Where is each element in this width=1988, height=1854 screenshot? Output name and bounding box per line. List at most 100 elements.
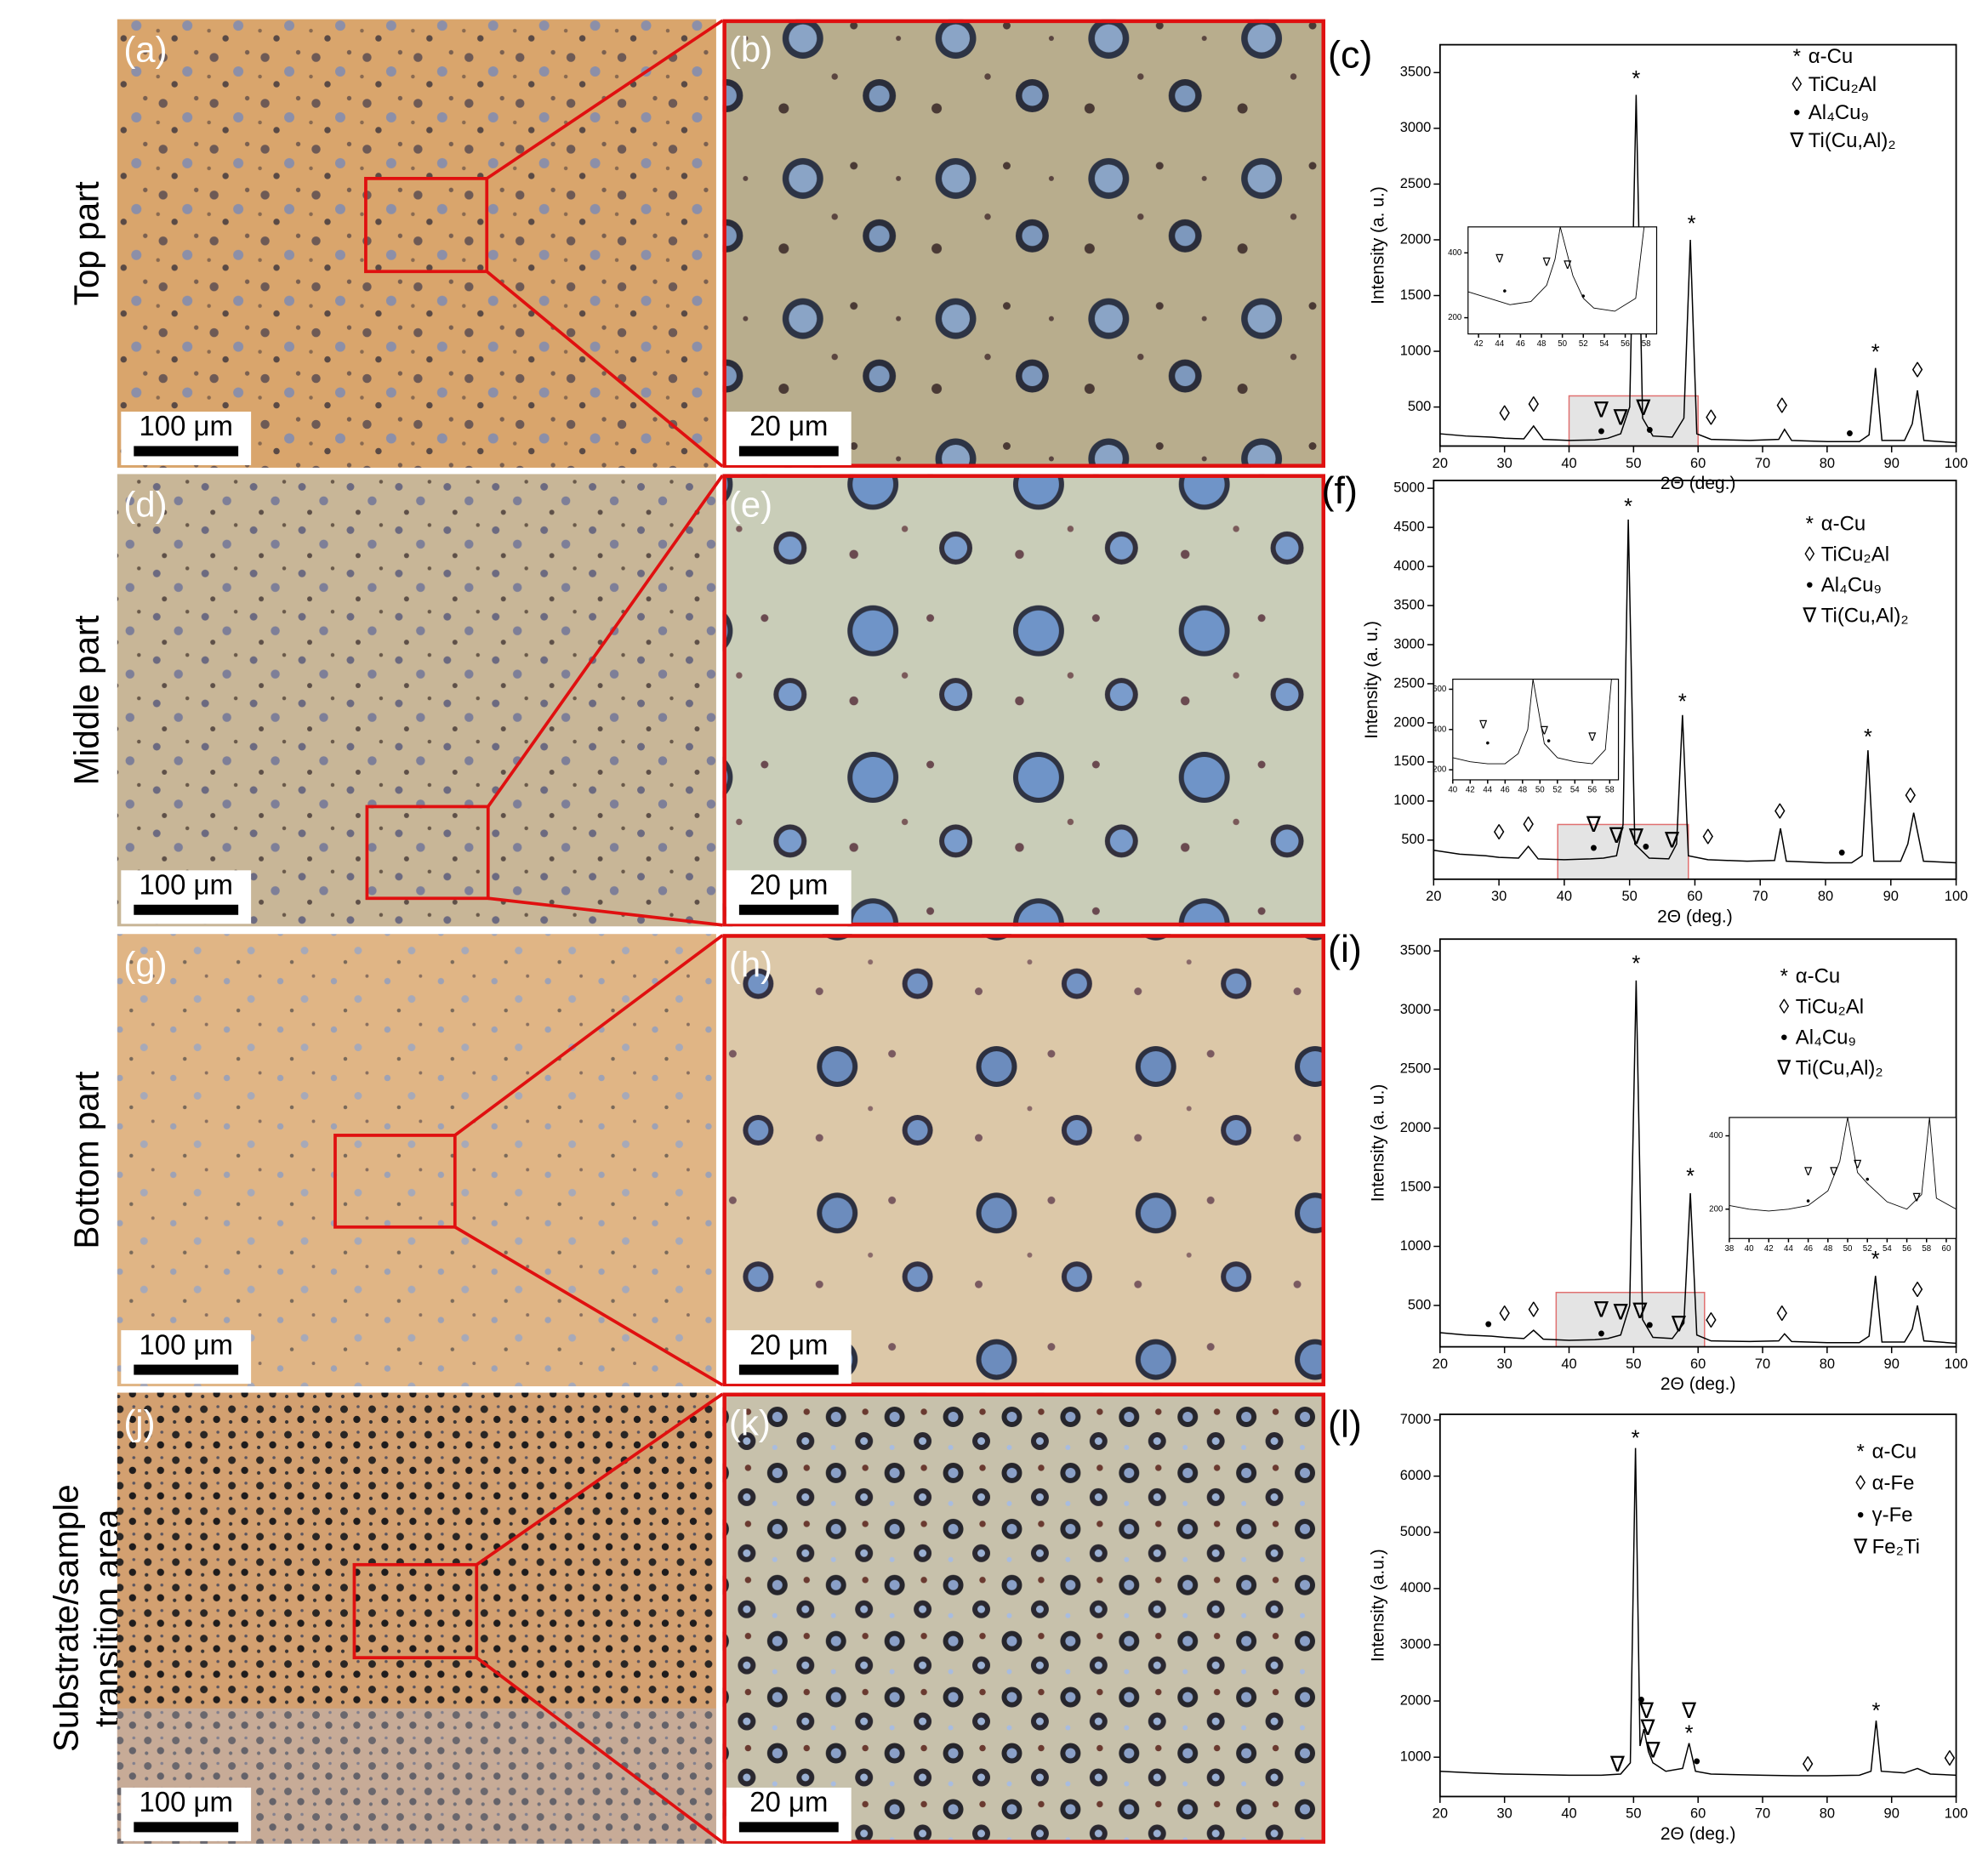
inset-line [1729,1117,1957,1212]
panel-label: (j) [123,1403,155,1443]
micrograph [117,934,716,1387]
x-tick-label: 90 [1884,1356,1900,1372]
x-tick-label: 48 [1518,786,1527,795]
scale-bar-label: 100 μm [139,869,233,901]
scale-bar-box [121,412,252,465]
panel-label: (f) [1322,469,1358,512]
peak-marker: ◊ [1774,799,1786,823]
peak-marker: ◊ [1706,407,1717,430]
peak-marker: ∇ [1540,725,1548,737]
peak-marker: • [1581,289,1586,302]
scale-bar [134,446,239,457]
peak-marker: * [1632,953,1640,976]
y-axis-label: Intensity (a.u.) [1368,1549,1387,1662]
inset-line [1452,679,1612,765]
legend-label: Al₄Cu₉ [1821,574,1882,597]
scale-bar [738,904,839,915]
scale-bar [134,904,239,915]
legend-label: Fe₂Ti [1872,1536,1920,1559]
peak-marker: ∇ [1671,1312,1686,1336]
x-tick-label: 80 [1820,1806,1835,1822]
row-label: Bottom part [67,1072,106,1249]
scale-bar [134,1822,239,1833]
xrd-line [1439,980,1957,1345]
legend-symbol: • [1793,101,1800,124]
peak-marker: ∇ [1803,1165,1812,1178]
y-tick-label: 5000 [1400,1524,1432,1539]
magnified-frame [722,1392,1325,1844]
y-axis-label: Intensity (a. u.) [1362,621,1381,739]
x-tick-label: 60 [1942,1244,1951,1254]
peak-marker: ∇ [1632,1300,1647,1323]
x-tick-label: 60 [1690,1806,1706,1822]
panel-label: (e) [729,484,772,524]
legend-label: α-Cu [1872,1440,1917,1463]
x-tick-label: 80 [1820,456,1835,471]
peak-marker: • [1485,736,1490,749]
scale-bar-label: 100 μm [139,1786,233,1817]
inset-line [1467,226,1649,312]
micrograph [722,19,1325,468]
peak-marker: ∇ [1829,1165,1837,1178]
legend-symbol: * [1857,1440,1865,1463]
peak-marker: * [1632,1426,1640,1450]
y-tick-label: 2500 [1400,1061,1432,1076]
zoom-line [453,1226,724,1387]
y-tick-label: 7000 [1400,1412,1432,1427]
y-tick-label: 4500 [1393,519,1425,534]
scale-bar-box [726,412,852,465]
y-tick-label: 500 [1408,399,1431,414]
y-tick-label: 3500 [1400,942,1432,958]
x-tick-label: 20 [1433,1806,1448,1822]
panel-label: (c) [1328,32,1372,76]
scale-bar-label: 100 μm [139,1328,233,1360]
x-tick-label: 30 [1497,456,1512,471]
peak-marker: * [1872,1699,1881,1723]
x-tick-label: 50 [1626,1806,1641,1822]
x-axis-label: 2Θ (deg.) [1660,474,1736,493]
highlight [1557,823,1689,880]
legend-label: TiCu₂Al [1809,73,1877,96]
peak-marker: ◊ [1703,826,1714,850]
legend-label: Ti(Cu,Al)₂ [1821,605,1909,628]
peak-marker: * [1871,340,1880,364]
x-tick-label: 20 [1433,1356,1448,1372]
x-tick-label: 50 [1622,889,1638,904]
peak-marker: ◊ [1529,393,1540,417]
y-tick-label: 200 [1433,765,1447,775]
magnified-frame [722,19,1325,468]
row-label: Top part [67,181,106,305]
peak-marker: • [1646,1314,1654,1338]
peak-marker: ∇ [1613,407,1628,430]
peak-marker: ∇ [1638,1699,1654,1723]
panel-label: (i) [1328,927,1362,970]
x-tick-label: 46 [1803,1244,1813,1254]
zoom-box [333,1134,457,1229]
x-tick-label: 30 [1491,889,1507,904]
x-tick-label: 44 [1784,1244,1793,1254]
inset-frame [1729,1117,1957,1239]
panel-label: (d) [123,484,167,524]
peak-marker: * [1688,213,1696,236]
zoom-line [486,19,724,180]
legend-label: α-Fe [1872,1472,1915,1495]
y-tick-label: 2000 [1400,231,1432,247]
x-tick-label: 60 [1690,456,1706,471]
y-tick-label: 400 [1433,725,1447,734]
x-tick-label: 42 [1466,786,1475,795]
peak-marker: * [1685,1721,1694,1745]
peak-marker: ◊ [1912,358,1923,382]
x-tick-label: 70 [1755,1356,1770,1372]
inset-frame [1467,226,1658,335]
legend-label: Al₄Cu₉ [1809,101,1869,124]
peak-marker: ◊ [1523,813,1534,837]
y-tick-label: 1000 [1400,1238,1432,1254]
legend-symbol: ◊ [1804,543,1814,566]
legend-symbol: * [1780,965,1788,988]
legend-label: TiCu₂Al [1796,995,1864,1018]
legend-symbol: * [1806,513,1814,536]
y-tick-label: 400 [1709,1131,1723,1140]
peak-marker: ◊ [1776,394,1787,418]
x-tick-label: 40 [1561,456,1576,471]
x-tick-label: 40 [1557,889,1572,904]
